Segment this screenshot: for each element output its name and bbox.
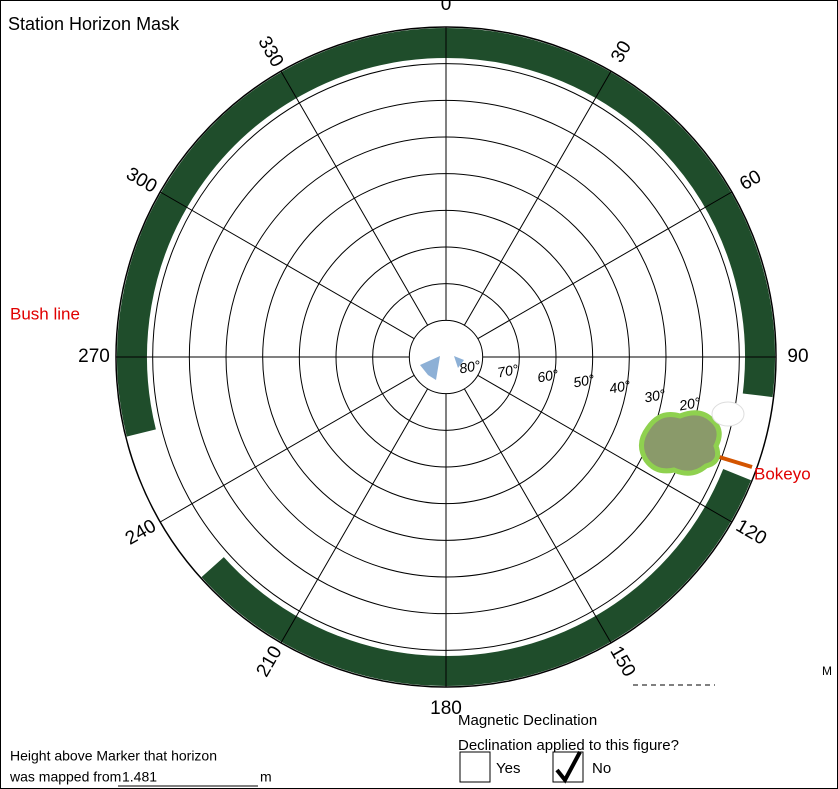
yes-label: Yes: [496, 760, 520, 777]
spoke: [280, 70, 429, 326]
band-arc: [117, 28, 775, 437]
declination-question: Declination applied to this figure?: [458, 737, 679, 754]
tree: [639, 410, 722, 476]
azimuth-label: 0: [441, 0, 452, 15]
bush-line-label: Bush line: [10, 304, 80, 323]
cloud: [711, 401, 745, 427]
no-label: No: [592, 760, 611, 777]
elevation-label: 50°: [572, 371, 596, 391]
height-unit: m: [260, 769, 272, 785]
elevation-label: 70°: [496, 361, 520, 381]
spoke: [477, 374, 733, 523]
declination-title: Magnetic Declination: [458, 712, 597, 729]
band-arc: [201, 468, 752, 686]
spoke: [477, 191, 733, 340]
sky-patch: [420, 356, 464, 380]
spoke: [280, 388, 429, 644]
elevation-label: 20°: [677, 394, 702, 414]
height-value: 1.481: [122, 769, 157, 785]
azimuth-label: 270: [78, 346, 110, 367]
bokeyo-label: Bokeyo: [754, 464, 811, 483]
spoke: [159, 191, 415, 340]
azimuth-label: 90: [787, 346, 808, 367]
height-line1: Height above Marker that horizon: [10, 748, 217, 764]
azimuth-label: 180: [430, 698, 462, 719]
elevation-label: 30°: [643, 386, 667, 406]
elevation-label: 40°: [608, 377, 632, 397]
title: Station Horizon Mask: [8, 14, 180, 34]
edge-text: M: [822, 664, 832, 678]
elevation-label: 80°: [458, 357, 482, 377]
spoke: [463, 70, 612, 326]
checkmark: [555, 751, 582, 784]
elevation-label: 60°: [536, 366, 560, 386]
height-line2: was mapped from: [9, 769, 121, 785]
yes-checkbox[interactable]: [459, 751, 491, 783]
horizon-band: [117, 28, 775, 686]
spoke: [159, 374, 415, 523]
spoke: [463, 388, 612, 644]
